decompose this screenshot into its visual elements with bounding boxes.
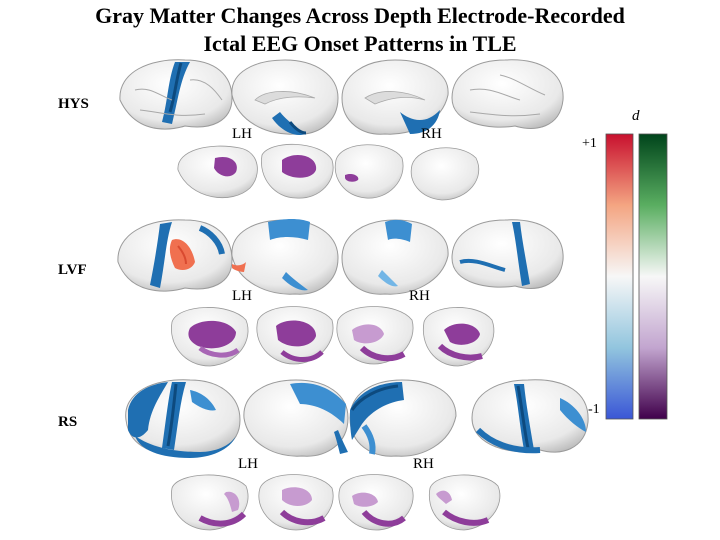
- colorbar-cortical: [605, 133, 634, 420]
- lvf-lh-medial-brain: [231, 219, 339, 295]
- lvf-subcortical-lh-lateral: [170, 307, 249, 367]
- rs-subcortical-rh-medial: [338, 474, 414, 531]
- hys-lh-label: LH: [232, 126, 252, 142]
- hys-subcortical-rh-medial: [334, 144, 404, 199]
- lvf-lh-label: LH: [232, 288, 252, 304]
- rs-lh-lateral-brain: [125, 379, 241, 458]
- hys-lh-lateral-brain: [119, 59, 233, 130]
- hys-subcortical-rh-lateral: [410, 147, 480, 201]
- lvf-subcortical-lh-medial: [256, 306, 334, 365]
- rs-lh-medial-brain: [243, 379, 349, 457]
- row-hys-subcortex: [177, 143, 480, 201]
- lvf-rh-label: RH: [409, 288, 430, 304]
- row-rs-cortex: [125, 379, 589, 458]
- lvf-subcortical-rh-medial: [336, 306, 414, 365]
- title-line-2: Ictal EEG Onset Patterns in TLE: [203, 31, 517, 56]
- hys-subcortical-lh-lateral: [177, 145, 258, 199]
- rs-lh-label: LH: [238, 456, 258, 472]
- colorbar-symbol: d: [632, 108, 640, 124]
- hys-lh-medial-brain: [231, 59, 339, 136]
- colorbar-max-label: +1: [582, 136, 597, 151]
- rs-rh-medial-brain: [349, 379, 457, 457]
- rs-rh-lateral-brain: [471, 379, 589, 454]
- colorbar-min-label: -1: [588, 402, 600, 417]
- row-label-hys: HYS: [58, 96, 89, 112]
- title-line-1: Gray Matter Changes Across Depth Electro…: [95, 3, 625, 28]
- rs-subcortical-lh-medial: [258, 474, 334, 531]
- rs-subcortical-rh-lateral: [428, 474, 501, 531]
- hys-rh-medial-brain: [341, 59, 449, 135]
- rs-subcortical-lh-lateral: [170, 474, 249, 531]
- row-lvf-subcortex: [170, 306, 495, 367]
- row-lvf-cortex: [117, 219, 564, 295]
- hys-rh-lateral-brain: [451, 59, 564, 129]
- colorbar-subcortical: [638, 133, 668, 420]
- lvf-rh-lateral-brain: [451, 219, 564, 289]
- colorbar-group: [605, 133, 668, 420]
- figure-title: Gray Matter Changes Across Depth Electro…: [0, 2, 720, 58]
- hys-rh-label: RH: [421, 126, 442, 142]
- row-rs-subcortex: [170, 474, 501, 531]
- row-label-rs: RS: [58, 414, 78, 430]
- rs-rh-label: RH: [413, 456, 434, 472]
- row-hys-cortex: [119, 59, 564, 136]
- lvf-lh-lateral-brain: [117, 219, 233, 292]
- lvf-rh-medial-brain: [341, 219, 449, 295]
- lvf-subcortical-rh-lateral: [422, 307, 495, 367]
- row-label-lvf: LVF: [58, 262, 87, 278]
- hys-subcortical-lh-medial: [261, 143, 334, 199]
